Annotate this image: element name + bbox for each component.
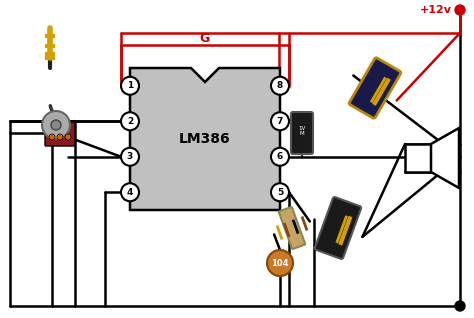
- Polygon shape: [130, 68, 280, 210]
- Circle shape: [65, 134, 71, 140]
- Text: 6: 6: [277, 152, 283, 161]
- FancyBboxPatch shape: [45, 122, 75, 146]
- FancyBboxPatch shape: [349, 58, 401, 118]
- Text: 4: 4: [127, 188, 133, 197]
- Circle shape: [121, 112, 139, 130]
- Circle shape: [271, 112, 289, 130]
- Circle shape: [49, 134, 55, 140]
- Text: 8: 8: [277, 81, 283, 90]
- Circle shape: [271, 183, 289, 201]
- Circle shape: [42, 111, 70, 139]
- Circle shape: [51, 120, 61, 130]
- Polygon shape: [405, 144, 431, 172]
- Text: 5: 5: [277, 188, 283, 197]
- FancyBboxPatch shape: [315, 197, 361, 259]
- Circle shape: [57, 134, 63, 140]
- Text: 2: 2: [127, 117, 133, 126]
- Text: +12v: +12v: [420, 5, 452, 15]
- Circle shape: [267, 250, 293, 276]
- FancyBboxPatch shape: [291, 112, 313, 154]
- Circle shape: [121, 183, 139, 201]
- Circle shape: [121, 77, 139, 95]
- Circle shape: [271, 148, 289, 166]
- Text: 1V
M: 1V M: [298, 126, 306, 136]
- Text: 104: 104: [271, 259, 289, 267]
- Circle shape: [271, 77, 289, 95]
- Text: 3: 3: [127, 152, 133, 161]
- Text: 7: 7: [277, 117, 283, 126]
- Polygon shape: [431, 128, 459, 188]
- Circle shape: [455, 301, 465, 311]
- Text: G: G: [200, 31, 210, 45]
- Text: LM386: LM386: [179, 132, 231, 146]
- Circle shape: [121, 148, 139, 166]
- Text: 1: 1: [127, 81, 133, 90]
- FancyBboxPatch shape: [279, 207, 305, 249]
- Circle shape: [455, 5, 465, 15]
